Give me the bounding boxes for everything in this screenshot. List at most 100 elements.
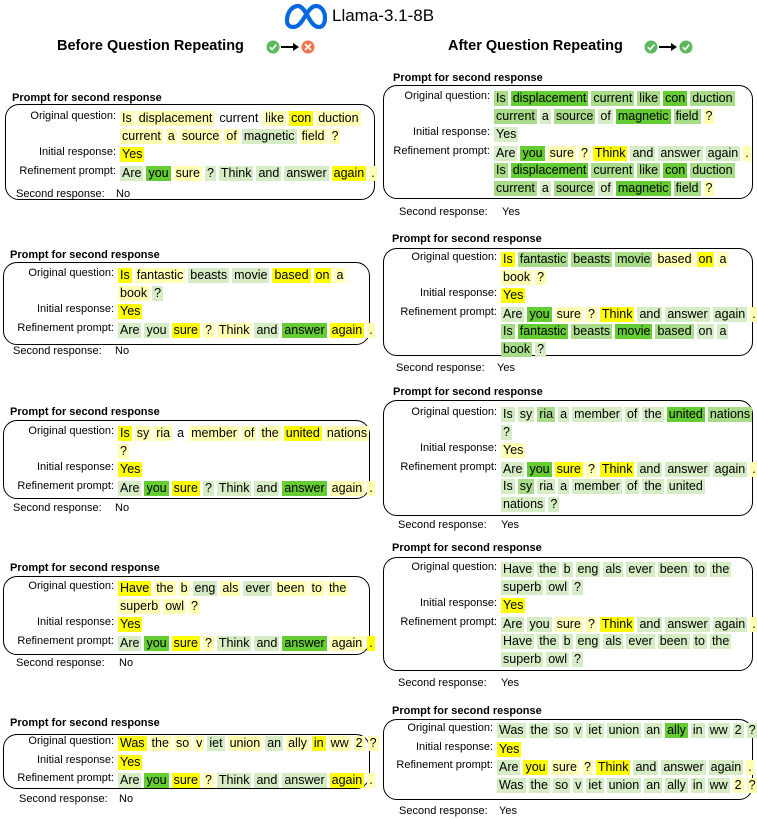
token: Yes xyxy=(120,147,145,162)
panel-title: Prompt for second response xyxy=(392,233,542,245)
token: been xyxy=(274,581,307,596)
token: magnetic xyxy=(615,180,671,196)
token: and xyxy=(637,616,663,632)
token: a xyxy=(558,479,570,494)
token: you xyxy=(527,461,552,477)
token: Was xyxy=(497,723,526,738)
panel-title: Prompt for second response xyxy=(10,562,160,574)
initial-response-line: Yes xyxy=(501,598,528,613)
token: to xyxy=(692,634,707,649)
token: Think xyxy=(216,635,252,651)
initial-response-label: Initial response: xyxy=(415,740,493,753)
token: and xyxy=(254,322,280,338)
original-question-line: Is displacement current like con duction xyxy=(494,91,738,106)
token: a xyxy=(539,108,551,124)
token: . xyxy=(367,480,375,496)
token: beasts xyxy=(571,252,613,267)
prompt-box xyxy=(3,262,370,345)
token: a xyxy=(334,268,346,283)
token: current xyxy=(494,108,537,124)
token: again xyxy=(331,165,367,181)
panel-title: Prompt for second response xyxy=(392,542,542,554)
token: ? xyxy=(585,461,597,477)
token: movie xyxy=(232,268,270,283)
token: the xyxy=(537,634,559,649)
token: als xyxy=(603,634,624,649)
token: of xyxy=(224,128,239,144)
original-question-line: Was the so v iet union an ally in ww 2? xyxy=(497,723,757,738)
token: iet xyxy=(586,723,604,738)
refinement-prompt-line: superb owl? xyxy=(501,651,586,667)
token: Have xyxy=(501,562,535,577)
original-question-line: Have the b eng als ever been to the xyxy=(501,562,734,577)
token: beasts xyxy=(571,324,613,339)
refinement-prompt-line: Are you sure? Think and answer again. xyxy=(501,461,757,477)
token: Is xyxy=(501,324,515,339)
token: . xyxy=(367,773,375,788)
token: been xyxy=(657,562,690,577)
token: ? xyxy=(572,579,583,595)
token: . xyxy=(746,760,754,775)
token: superb xyxy=(501,651,544,667)
token: sure xyxy=(171,773,200,788)
token: and xyxy=(630,145,656,161)
token: an xyxy=(644,777,663,793)
initial-response-label: Initial response: xyxy=(38,146,116,158)
token: con xyxy=(663,163,688,178)
second-response-label: Second response: xyxy=(16,188,105,200)
token: ria xyxy=(537,479,556,494)
token: the xyxy=(709,634,732,649)
token: superb xyxy=(118,598,161,614)
token: current xyxy=(219,111,259,125)
token: ? xyxy=(152,285,164,301)
token: ? xyxy=(535,341,547,357)
token: con xyxy=(663,91,688,106)
token: v xyxy=(573,777,584,793)
token: you xyxy=(527,616,552,632)
initial-response-line: Yes xyxy=(118,304,145,319)
original-question-line: ? xyxy=(501,424,515,440)
token: Think xyxy=(595,760,631,775)
token: of xyxy=(624,407,640,422)
token: field xyxy=(673,180,701,196)
initial-response-line: Yes xyxy=(497,741,524,757)
initial-response-label: Initial response: xyxy=(36,461,114,473)
token: Think xyxy=(216,480,252,496)
token: you xyxy=(527,306,552,322)
prompt-box xyxy=(3,420,370,499)
token: nations xyxy=(707,407,753,422)
token: ally xyxy=(286,736,309,751)
token: . xyxy=(750,306,757,322)
initial-response-label: Initial response: xyxy=(419,442,497,454)
original-question-label: Original question: xyxy=(407,722,493,734)
token: based xyxy=(272,268,311,283)
token: eng xyxy=(192,581,218,596)
token: book xyxy=(118,285,150,301)
prompt-box xyxy=(3,576,370,655)
token: again xyxy=(708,760,744,775)
token: ally xyxy=(665,777,688,793)
token: again xyxy=(712,461,748,477)
token: united xyxy=(666,407,705,422)
token: ? xyxy=(202,480,214,496)
panel-title: Prompt for second response xyxy=(393,386,543,398)
refinement-prompt-line: Is fantastic beasts movie based on a xyxy=(501,324,731,339)
token: source xyxy=(553,108,596,124)
original-question-line: ? xyxy=(118,443,132,459)
token: on xyxy=(313,268,332,283)
token: answer xyxy=(665,616,710,632)
token: you xyxy=(144,322,169,338)
second-response-label: Second response: xyxy=(399,206,488,218)
second-response-value: No xyxy=(115,345,130,357)
token: the xyxy=(528,777,550,793)
second-response-value: No xyxy=(119,793,134,805)
token: and xyxy=(254,635,280,651)
token: again xyxy=(705,145,741,161)
refinement-prompt-line: Was the so v iet union an ally in ww 2? xyxy=(497,777,757,793)
token: been xyxy=(657,634,690,649)
original-question-line: Is displacement current like con duction xyxy=(120,111,364,126)
token: sure xyxy=(171,322,200,338)
token: like xyxy=(263,111,287,126)
token: a xyxy=(558,407,570,422)
token: based xyxy=(655,324,694,339)
